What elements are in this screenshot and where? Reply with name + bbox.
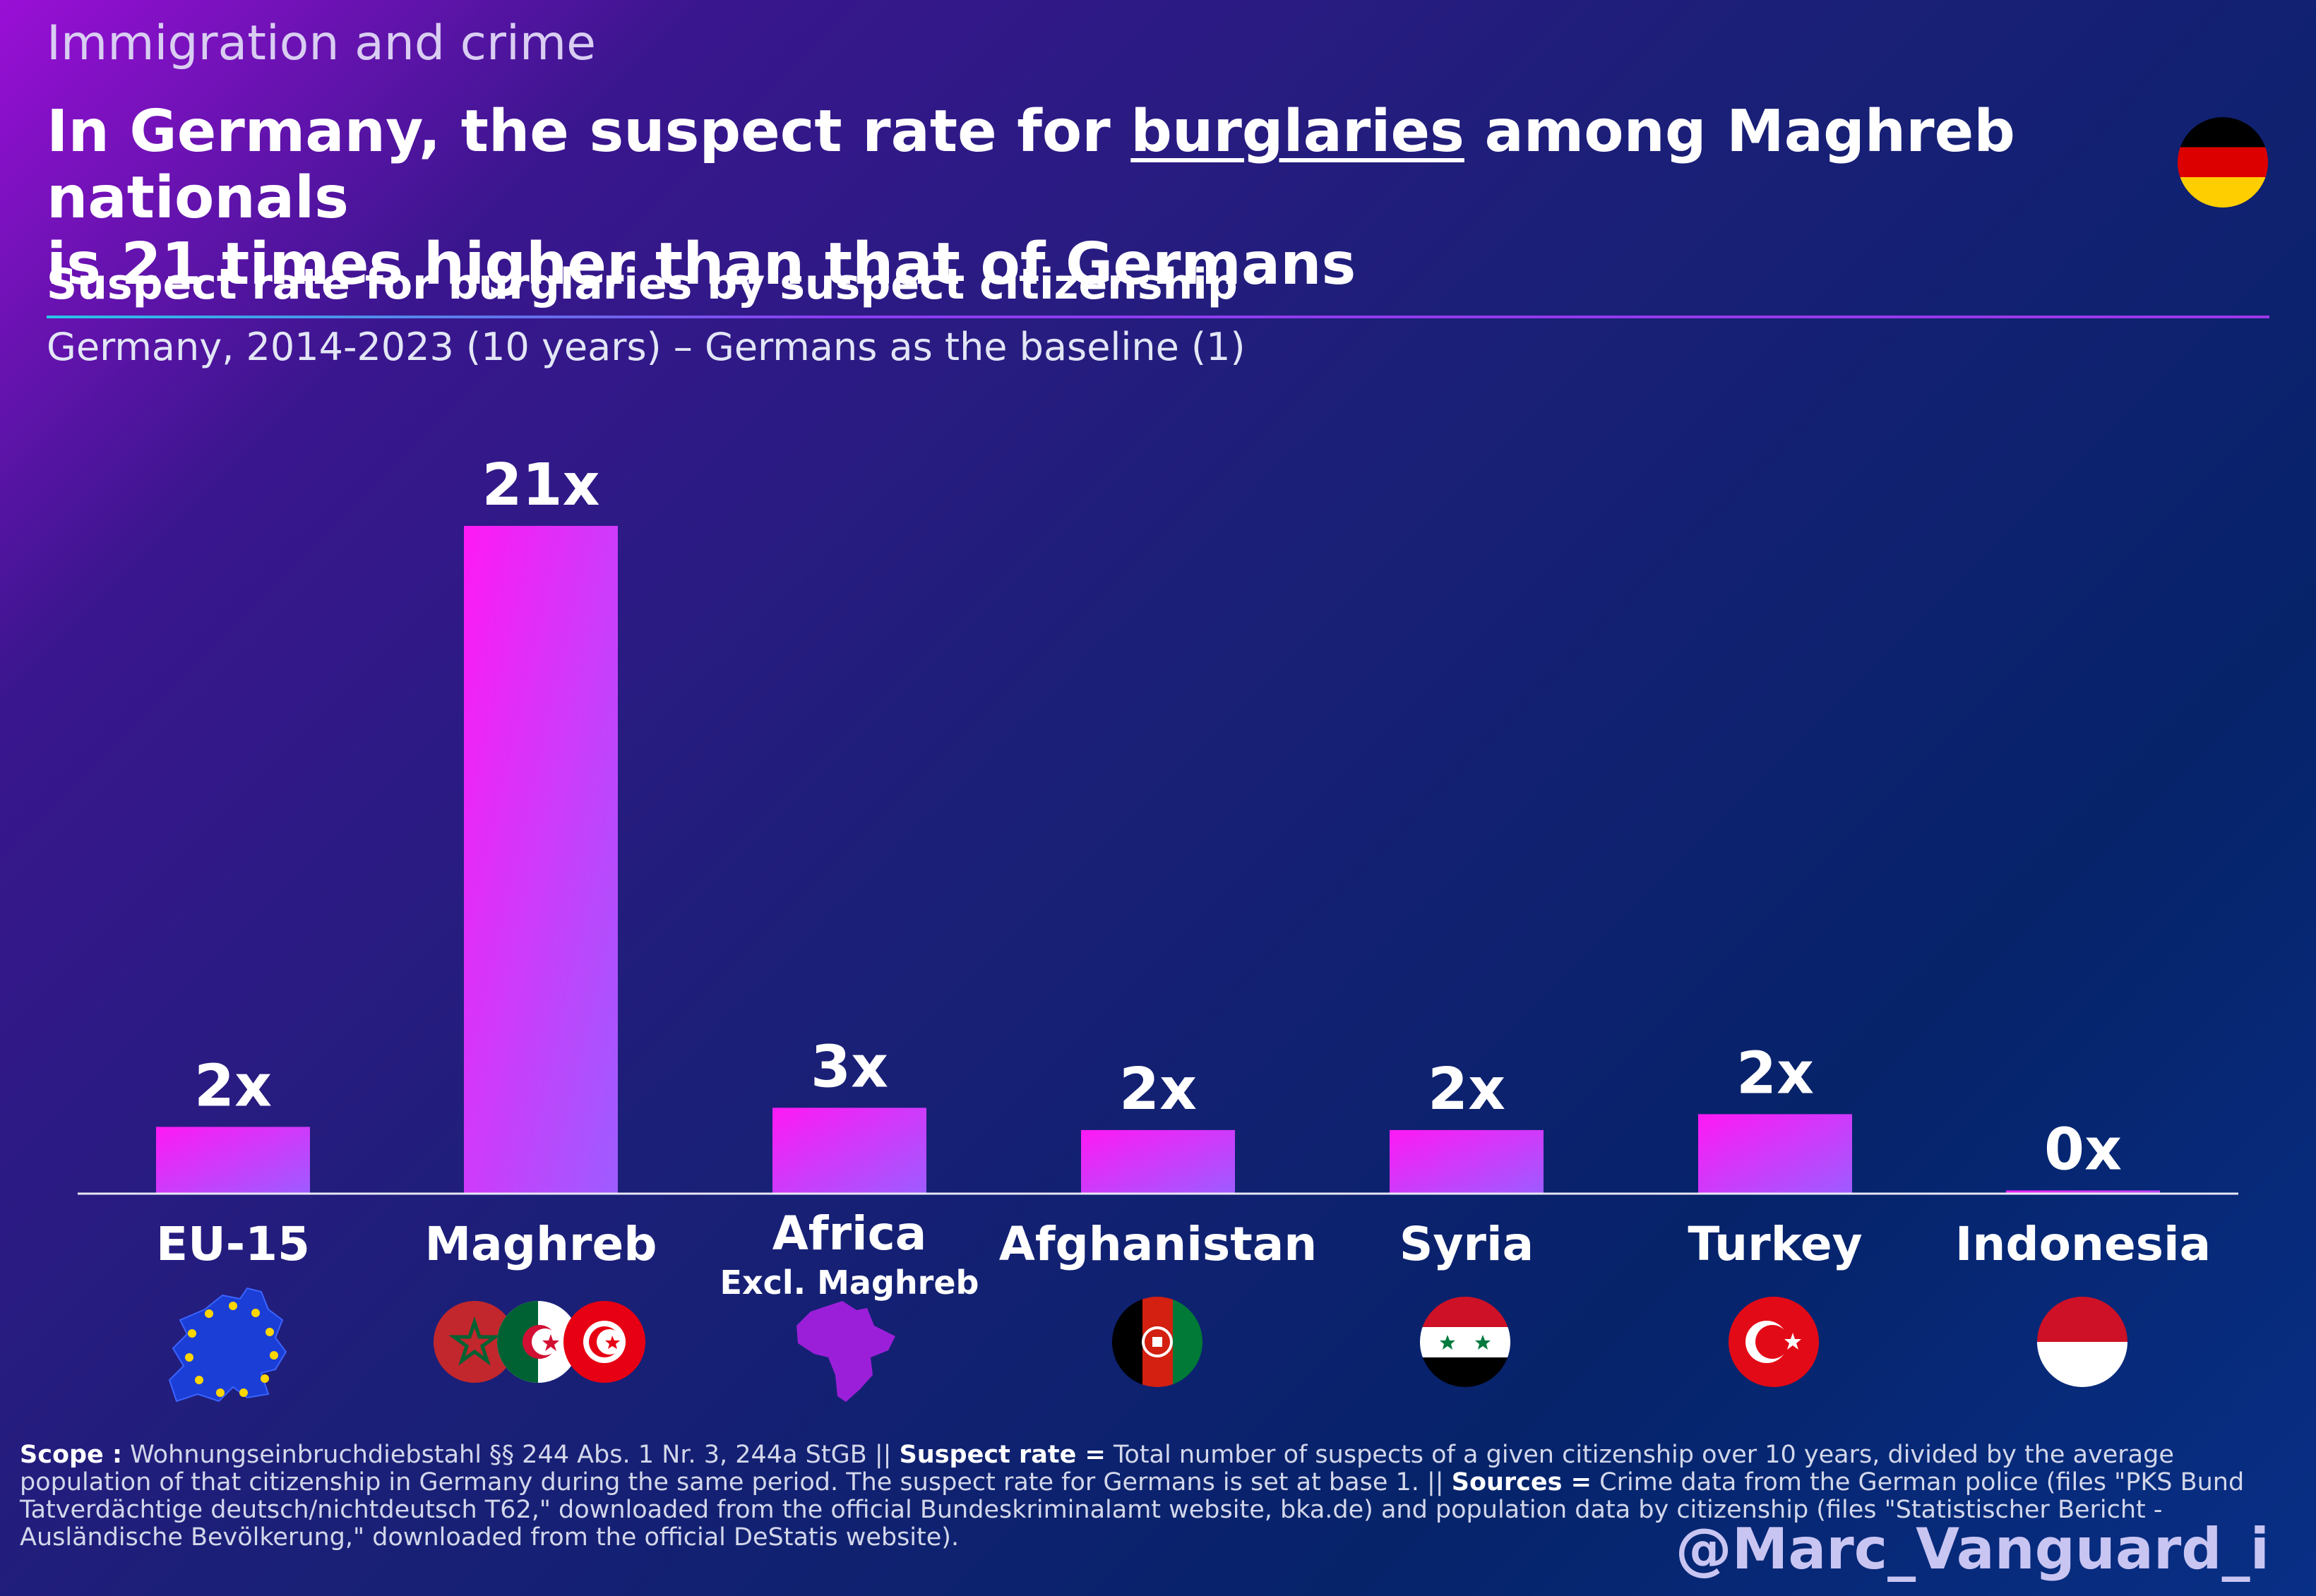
value-label: 3x [811, 1033, 888, 1100]
bar-syria [1390, 1129, 1544, 1194]
maghreb-flags-icon [434, 1301, 645, 1383]
eu-map-icon [168, 1287, 287, 1403]
turkey-flag-icon [1729, 1297, 1819, 1387]
scope-label: Scope : [20, 1441, 122, 1469]
value-label: 2x [1428, 1056, 1505, 1123]
headline-line2: is 21 times higher than that of Germans [47, 231, 1356, 298]
bar-afghanistan [1081, 1129, 1235, 1194]
sources-label: Sources = [1451, 1468, 1592, 1496]
headline-part: among Maghreb nationals [47, 98, 2015, 232]
category-label: EU-15 [156, 1217, 310, 1271]
category-label: Africa [772, 1206, 927, 1261]
value-label: 2x [1736, 1040, 1814, 1107]
indonesia-flag-icon [2037, 1297, 2127, 1387]
afghanistan-flag-icon [1112, 1297, 1202, 1387]
category-label: Maghreb [424, 1217, 657, 1271]
value-label: 21x [482, 452, 599, 519]
chart-caption: Germany, 2014-2023 (10 years) – Germans … [47, 325, 1246, 369]
syria-flag-icon [1420, 1297, 1510, 1387]
bar-turkey [1698, 1114, 1852, 1194]
bar-indonesia [2006, 1190, 2160, 1194]
divider [47, 316, 2269, 318]
category-label: Turkey [1688, 1217, 1862, 1271]
headline-part: In Germany, the suspect rate for [47, 98, 1131, 165]
headline: In Germany, the suspect rate for burglar… [47, 99, 2137, 298]
headline-underlined: burglaries [1130, 98, 1464, 165]
scope-text: Wohnungseinbruchdiebstahl §§ 244 Abs. 1 … [121, 1441, 892, 1469]
category-label: Afghanistan [999, 1217, 1318, 1271]
category-label: Indonesia [1955, 1217, 2211, 1271]
value-label: 2x [194, 1052, 272, 1120]
footnote: Scope : Wohnungseinbruchdiebstahl §§ 244… [20, 1441, 2251, 1552]
germany-flag-icon [2178, 117, 2268, 208]
category-label: Syria [1399, 1217, 1534, 1271]
value-label: 2x [1119, 1056, 1197, 1123]
bar-eu-15 [156, 1127, 310, 1194]
sources-text: Crime data from the German police (files… [20, 1468, 2245, 1552]
kicker: Immigration and crime [47, 16, 596, 71]
rate-text: Total number of suspects of a given citi… [20, 1441, 2174, 1496]
chart-subtitle: Suspect rate for burglaries by suspect c… [47, 260, 1238, 309]
value-label: 0x [2044, 1116, 2122, 1183]
bar-maghreb [464, 526, 618, 1194]
africa-map-icon [796, 1301, 895, 1402]
category-sublabel: Excl. Maghreb [720, 1264, 979, 1302]
rate-label: Suspect rate = [899, 1441, 1106, 1469]
bar-africa [772, 1108, 926, 1194]
author-handle: @Marc_Vanguard_i [1675, 1516, 2269, 1582]
